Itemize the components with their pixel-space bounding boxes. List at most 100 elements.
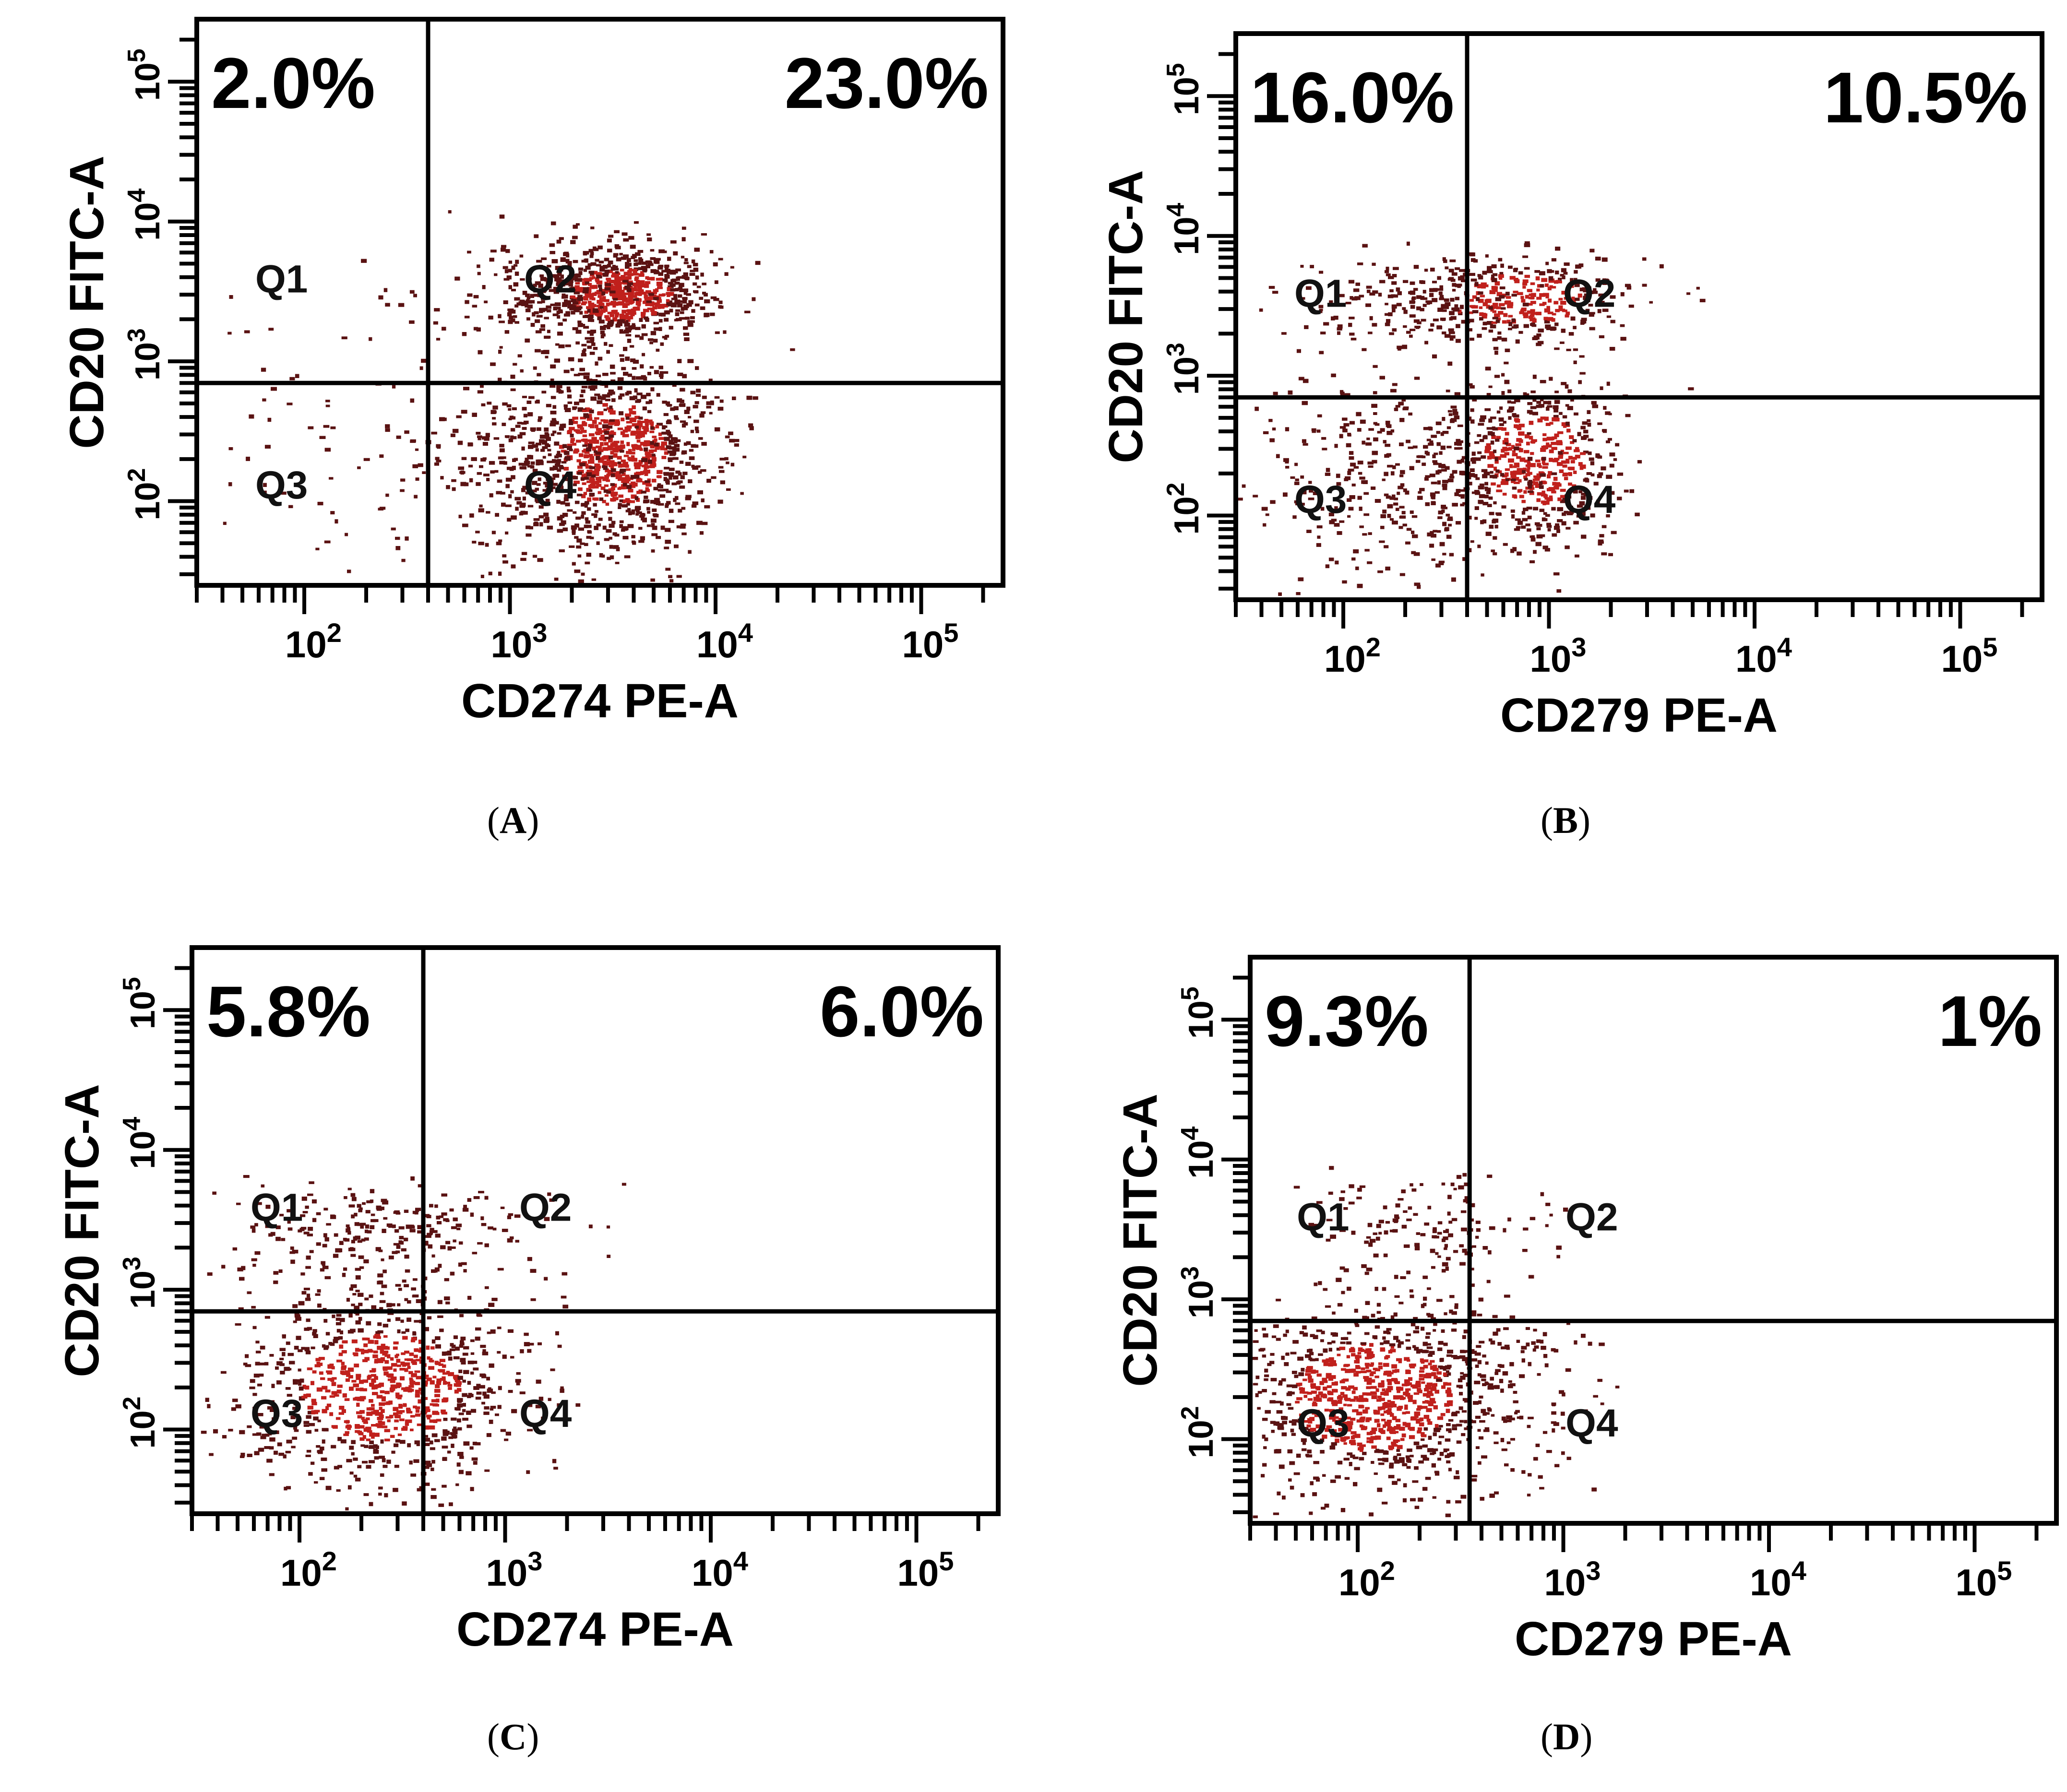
pa-event-dot <box>404 430 409 434</box>
pb-event-dot <box>1368 332 1373 334</box>
pc-event-dot <box>394 1444 398 1448</box>
pb-event-dot <box>1386 424 1390 427</box>
pa-event-dot <box>670 407 675 411</box>
pb-event-dot <box>1422 297 1427 300</box>
pc-event-dot <box>457 1398 463 1402</box>
pa-event-dot <box>577 472 582 475</box>
pb-event-dot <box>1542 517 1546 521</box>
pc-event-dot <box>475 1337 480 1341</box>
pa-event-dot <box>416 477 419 481</box>
pa-event-dot <box>718 258 723 261</box>
pb-event-dot <box>1433 463 1438 465</box>
pa-event-dot <box>688 550 692 554</box>
pa-event-dot <box>347 570 351 573</box>
pb-event-dot <box>1542 457 1546 461</box>
pa-event-dot <box>628 236 634 240</box>
pc-event-dot <box>345 1398 350 1401</box>
pb-event-dot <box>1553 301 1558 304</box>
pb-event-dot <box>1512 487 1517 489</box>
pb-event-dot <box>1334 316 1338 320</box>
pc-event-dot <box>382 1425 387 1428</box>
pc-event-dot <box>497 1327 502 1329</box>
pc-event-dot <box>320 1447 324 1450</box>
pa-event-dot <box>695 401 699 404</box>
pc-event-dot <box>363 1435 366 1439</box>
pb-event-dot <box>1430 268 1435 272</box>
pa-event-dot <box>477 472 482 475</box>
pa-event-dot <box>670 288 675 292</box>
pb-event-dot <box>1529 421 1534 425</box>
pa-event-dot <box>671 483 677 486</box>
pb-event-dot <box>1452 273 1458 276</box>
pb-event-dot <box>1386 273 1391 276</box>
pb-event-dot <box>1387 465 1393 468</box>
pa-event-dot <box>657 470 663 474</box>
pb-event-dot <box>1472 310 1479 313</box>
pc-event-dot <box>373 1380 376 1383</box>
pa-event-dot <box>547 526 553 530</box>
pb-y-tick-text: 102 <box>1162 483 1206 535</box>
pa-event-dot <box>607 557 611 560</box>
pa-event-dot <box>606 479 610 482</box>
pa-event-dot <box>559 390 562 394</box>
pa-event-dot <box>571 438 575 441</box>
pb-quadrant-label-q4: Q4 <box>1563 478 1616 522</box>
pc-event-dot <box>427 1316 431 1319</box>
pc-event-dot <box>323 1346 328 1350</box>
pb-event-dot <box>1372 323 1377 327</box>
pc-event-dot <box>243 1175 250 1178</box>
pa-event-dot <box>677 373 683 376</box>
pa-event-dot <box>609 545 613 549</box>
pa-event-dot <box>418 463 423 467</box>
pc-event-dot <box>274 1451 278 1455</box>
pa-event-dot <box>695 427 699 430</box>
pa-event-dot <box>587 345 592 349</box>
pb-event-dot <box>1357 428 1362 432</box>
pb-event-dot <box>1483 322 1487 326</box>
pb-y-tick-text: 103 <box>1162 343 1206 395</box>
pb-event-dot <box>1474 474 1478 478</box>
pa-event-dot <box>607 317 610 321</box>
pb-event-dot <box>1475 506 1479 510</box>
pa-event-dot <box>645 318 649 322</box>
pa-event-dot <box>522 552 527 555</box>
pa-event-dot <box>693 263 698 266</box>
pc-event-dot <box>414 1320 419 1323</box>
pa-event-dot <box>571 368 574 371</box>
pa-event-dot <box>618 462 621 464</box>
pa-event-dot <box>662 293 666 296</box>
pb-event-dot <box>1399 418 1404 422</box>
pc-event-dot <box>331 1445 336 1448</box>
pa-event-dot <box>583 291 589 294</box>
pa-event-dot <box>618 503 622 507</box>
pc-event-dot <box>399 1236 404 1239</box>
pc-event-dot <box>286 1486 291 1489</box>
pa-event-dot <box>503 461 507 464</box>
pb-event-dot <box>1385 270 1389 273</box>
pb-event-dot <box>1565 461 1569 463</box>
pb-event-dot <box>1490 475 1495 478</box>
pc-event-dot <box>442 1485 447 1488</box>
pb-event-dot <box>1317 535 1320 539</box>
pc-event-dot <box>463 1441 469 1446</box>
pb-event-dot <box>1515 419 1520 423</box>
pc-event-dot <box>367 1376 371 1380</box>
pc-event-dot <box>529 1343 534 1346</box>
pa-event-dot <box>652 509 657 512</box>
pc-event-dot <box>377 1330 383 1334</box>
pc-event-dot <box>399 1226 405 1230</box>
pc-event-dot <box>451 1246 456 1249</box>
pc-event-dot <box>481 1223 487 1226</box>
pb-event-dot <box>1266 513 1269 516</box>
pc-event-dot <box>352 1340 358 1343</box>
pa-event-dot <box>627 273 633 276</box>
pa-event-dot <box>570 240 575 244</box>
pc-event-dot <box>425 1460 430 1465</box>
pb-event-dot <box>1372 290 1378 294</box>
pb-event-dot <box>1357 584 1363 588</box>
pa-event-dot <box>514 305 518 308</box>
pc-event-dot <box>371 1411 377 1414</box>
pa-event-dot <box>664 279 668 283</box>
pb-event-dot <box>1402 345 1407 349</box>
pa-event-dot <box>661 270 667 273</box>
